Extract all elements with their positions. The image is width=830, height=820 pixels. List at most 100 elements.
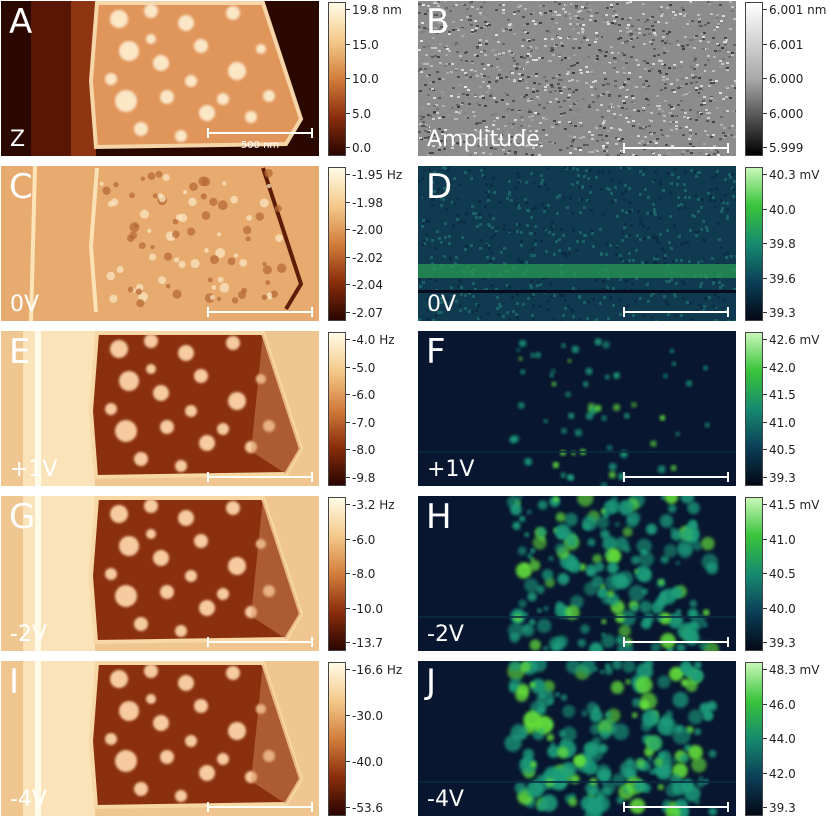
panel-f: F +1V	[418, 331, 736, 486]
panel-e-sublabel: +1V	[10, 457, 58, 482]
colorbar-tick-label: 41.0	[763, 532, 796, 547]
colorbar-tick-label: -9.8	[345, 471, 376, 485]
colorbar-tick-label: 15.0	[346, 37, 379, 52]
colorbar-tick-label: 6.000	[762, 106, 804, 121]
panel-d-sublabel: 0V	[427, 292, 457, 317]
colorbar-a	[328, 2, 346, 156]
colorbar-d	[745, 167, 763, 321]
colorbar-tick-label: 39.3	[763, 306, 796, 320]
panel-b-label: B	[426, 2, 450, 42]
colorbar-tick-label: -6.0	[345, 388, 376, 403]
scale-bar	[207, 128, 313, 138]
scale-bar	[623, 143, 729, 153]
colorbar-tick-label: -40.0	[345, 755, 384, 769]
colorbar-tick-label: 39.8	[763, 237, 796, 251]
colorbar-tick-label: -7.0	[345, 415, 376, 430]
colorbar-tick-label: -2.00	[345, 223, 384, 238]
colorbar-tick-label: -8.0	[345, 443, 376, 458]
scale-bar	[207, 637, 313, 647]
scale-bar	[623, 472, 729, 482]
panel-g-image	[1, 496, 319, 651]
colorbar-b	[745, 2, 763, 156]
colorbar-tick-label: -5.0	[345, 360, 376, 375]
colorbar-tick-label: 39.3	[763, 636, 796, 650]
scale-bar	[623, 307, 729, 317]
colorbar-g	[328, 497, 346, 651]
colorbar-tick-label: -2.07	[345, 306, 384, 320]
scale-bar	[623, 637, 729, 647]
colorbar-tick-label: 41.5 mV	[762, 498, 820, 512]
panel-h-label: H	[426, 497, 452, 537]
panel-f-image	[418, 331, 736, 486]
panel-d: D 0V	[418, 166, 736, 321]
panel-j-label: J	[426, 662, 437, 702]
colorbar-tick-label: 48.3 mV	[762, 663, 820, 677]
panel-j-image	[418, 661, 736, 816]
panel-c-image	[1, 166, 319, 321]
panel-f-label: F	[426, 332, 446, 372]
panel-c-sublabel: 0V	[10, 292, 40, 317]
panel-e-label: E	[9, 332, 31, 372]
colorbar-tick-label: 44.0	[763, 732, 796, 746]
colorbar-tick-label: -53.6	[345, 801, 384, 815]
panel-j-sublabel: -4V	[427, 787, 464, 812]
colorbar-tick-label: -8.0	[345, 567, 376, 581]
panel-b-sublabel: Amplitude	[427, 127, 540, 152]
colorbar-j	[745, 662, 763, 816]
colorbar-tick-label: 40.0	[763, 601, 796, 616]
panel-i-label: I	[9, 662, 20, 702]
colorbar-tick-label: -2.04	[345, 278, 384, 293]
colorbar-tick-label: 19.8 nm	[346, 3, 402, 17]
panel-c: C 0V	[1, 166, 319, 321]
panel-g-label: G	[9, 497, 36, 537]
colorbar-e	[328, 332, 346, 486]
colorbar-tick-label: 41.0	[763, 415, 796, 430]
panel-j: J -4V	[418, 661, 736, 816]
colorbar-tick-label: 40.5	[763, 567, 796, 581]
colorbar-tick-label: -4.0 Hz	[346, 333, 395, 347]
panel-a-image	[1, 1, 319, 156]
panel-d-label: D	[426, 167, 453, 207]
panel-f-sublabel: +1V	[427, 457, 475, 482]
panel-d-image	[418, 166, 736, 321]
panel-b-image	[418, 1, 736, 156]
colorbar-tick-label: 40.5	[763, 443, 796, 458]
colorbar-tick-label: 42.0	[763, 766, 796, 781]
colorbar-tick-label: -6.0	[345, 532, 376, 547]
colorbar-i	[328, 662, 346, 816]
panel-h: H -2V	[418, 496, 736, 651]
colorbar-f	[745, 332, 763, 486]
colorbar-c	[328, 167, 346, 321]
panel-a-sublabel: Z	[10, 127, 26, 152]
colorbar-tick-label: 41.5	[763, 388, 796, 403]
colorbar-tick-label: -13.7	[345, 636, 384, 650]
panel-g: G -2V	[1, 496, 319, 651]
panel-i: I -4V	[1, 661, 319, 816]
scale-bar	[207, 307, 313, 317]
panel-c-label: C	[9, 167, 33, 207]
colorbar-tick-label: 6.000	[762, 72, 804, 86]
colorbar-tick-label: 6.001	[762, 37, 804, 52]
colorbar-tick-label: 40.3 mV	[762, 168, 820, 182]
colorbar-tick-label: 5.0	[345, 106, 372, 121]
colorbar-tick-label: -10.0	[345, 601, 384, 616]
panel-i-sublabel: -4V	[10, 787, 47, 812]
colorbar-tick-label: 46.0	[763, 697, 796, 712]
scale-bar-label: 500 nm	[240, 140, 280, 151]
panel-h-sublabel: -2V	[427, 622, 464, 647]
panel-b: B Amplitude	[418, 1, 736, 156]
colorbar-tick-label: 10.0	[346, 72, 379, 86]
colorbar-tick-label: -3.2 Hz	[346, 498, 395, 512]
colorbar-tick-label: -16.6 Hz	[345, 663, 403, 677]
colorbar-tick-label: -2.02	[345, 250, 384, 265]
colorbar-h	[745, 497, 763, 651]
colorbar-tick-label: 42.6 mV	[762, 333, 820, 347]
colorbar-tick-label: 6.001 nm	[762, 3, 827, 17]
scale-bar	[207, 472, 313, 482]
colorbar-tick-label: 39.3	[763, 801, 796, 815]
panel-g-sublabel: -2V	[10, 622, 47, 647]
panel-a-label: A	[9, 2, 33, 42]
panel-h-image	[418, 496, 736, 651]
panel-e: E +1V	[1, 331, 319, 486]
colorbar-tick-label: -1.98	[345, 195, 384, 210]
